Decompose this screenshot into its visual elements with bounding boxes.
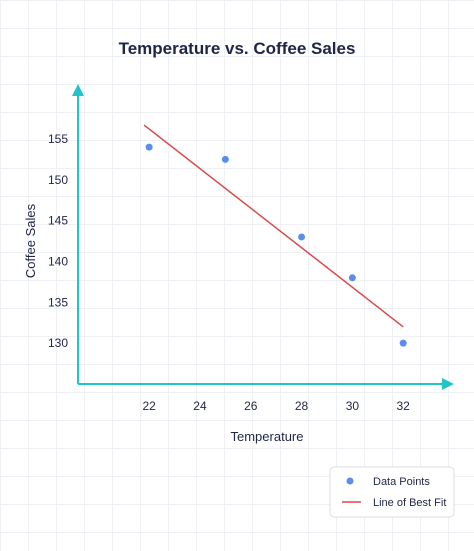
x-axis-label: Temperature	[231, 429, 304, 444]
x-axis-arrow	[442, 378, 454, 390]
chart-title: Temperature vs. Coffee Sales	[119, 39, 356, 58]
x-tick-label: 22	[142, 399, 156, 413]
data-point	[145, 143, 153, 151]
best-fit-line	[143, 124, 404, 328]
x-tick-labels: 22 24 26 28 30 32	[142, 399, 410, 413]
y-tick-label: 145	[48, 214, 68, 228]
x-tick-label: 32	[397, 399, 411, 413]
legend-box	[329, 466, 455, 518]
data-point	[348, 274, 356, 282]
y-tick-label: 130	[48, 336, 68, 350]
y-tick-label: 150	[48, 173, 68, 187]
y-tick-label: 140	[48, 254, 68, 268]
legend-best-fit-label: Line of Best Fit	[373, 497, 446, 509]
x-tick-label: 24	[193, 399, 207, 413]
data-point	[298, 233, 306, 241]
legend-data-points-marker	[346, 477, 354, 485]
y-axis-label: Coffee Sales	[23, 203, 38, 278]
y-tick-label: 135	[48, 295, 68, 309]
legend: Data Points Line of Best Fit	[329, 466, 455, 518]
y-axis-arrow	[72, 84, 84, 96]
data-point	[399, 339, 407, 347]
best-fit-line-layer	[143, 124, 404, 328]
x-tick-label: 26	[244, 399, 258, 413]
data-point	[221, 155, 229, 163]
axes	[72, 84, 454, 390]
y-tick-label: 155	[48, 132, 68, 146]
x-tick-label: 30	[346, 399, 360, 413]
data-points-layer	[145, 143, 407, 347]
x-tick-label: 28	[295, 399, 309, 413]
legend-data-points-label: Data Points	[373, 476, 430, 488]
y-tick-labels: 130 135 140 145 150 155	[48, 132, 68, 350]
